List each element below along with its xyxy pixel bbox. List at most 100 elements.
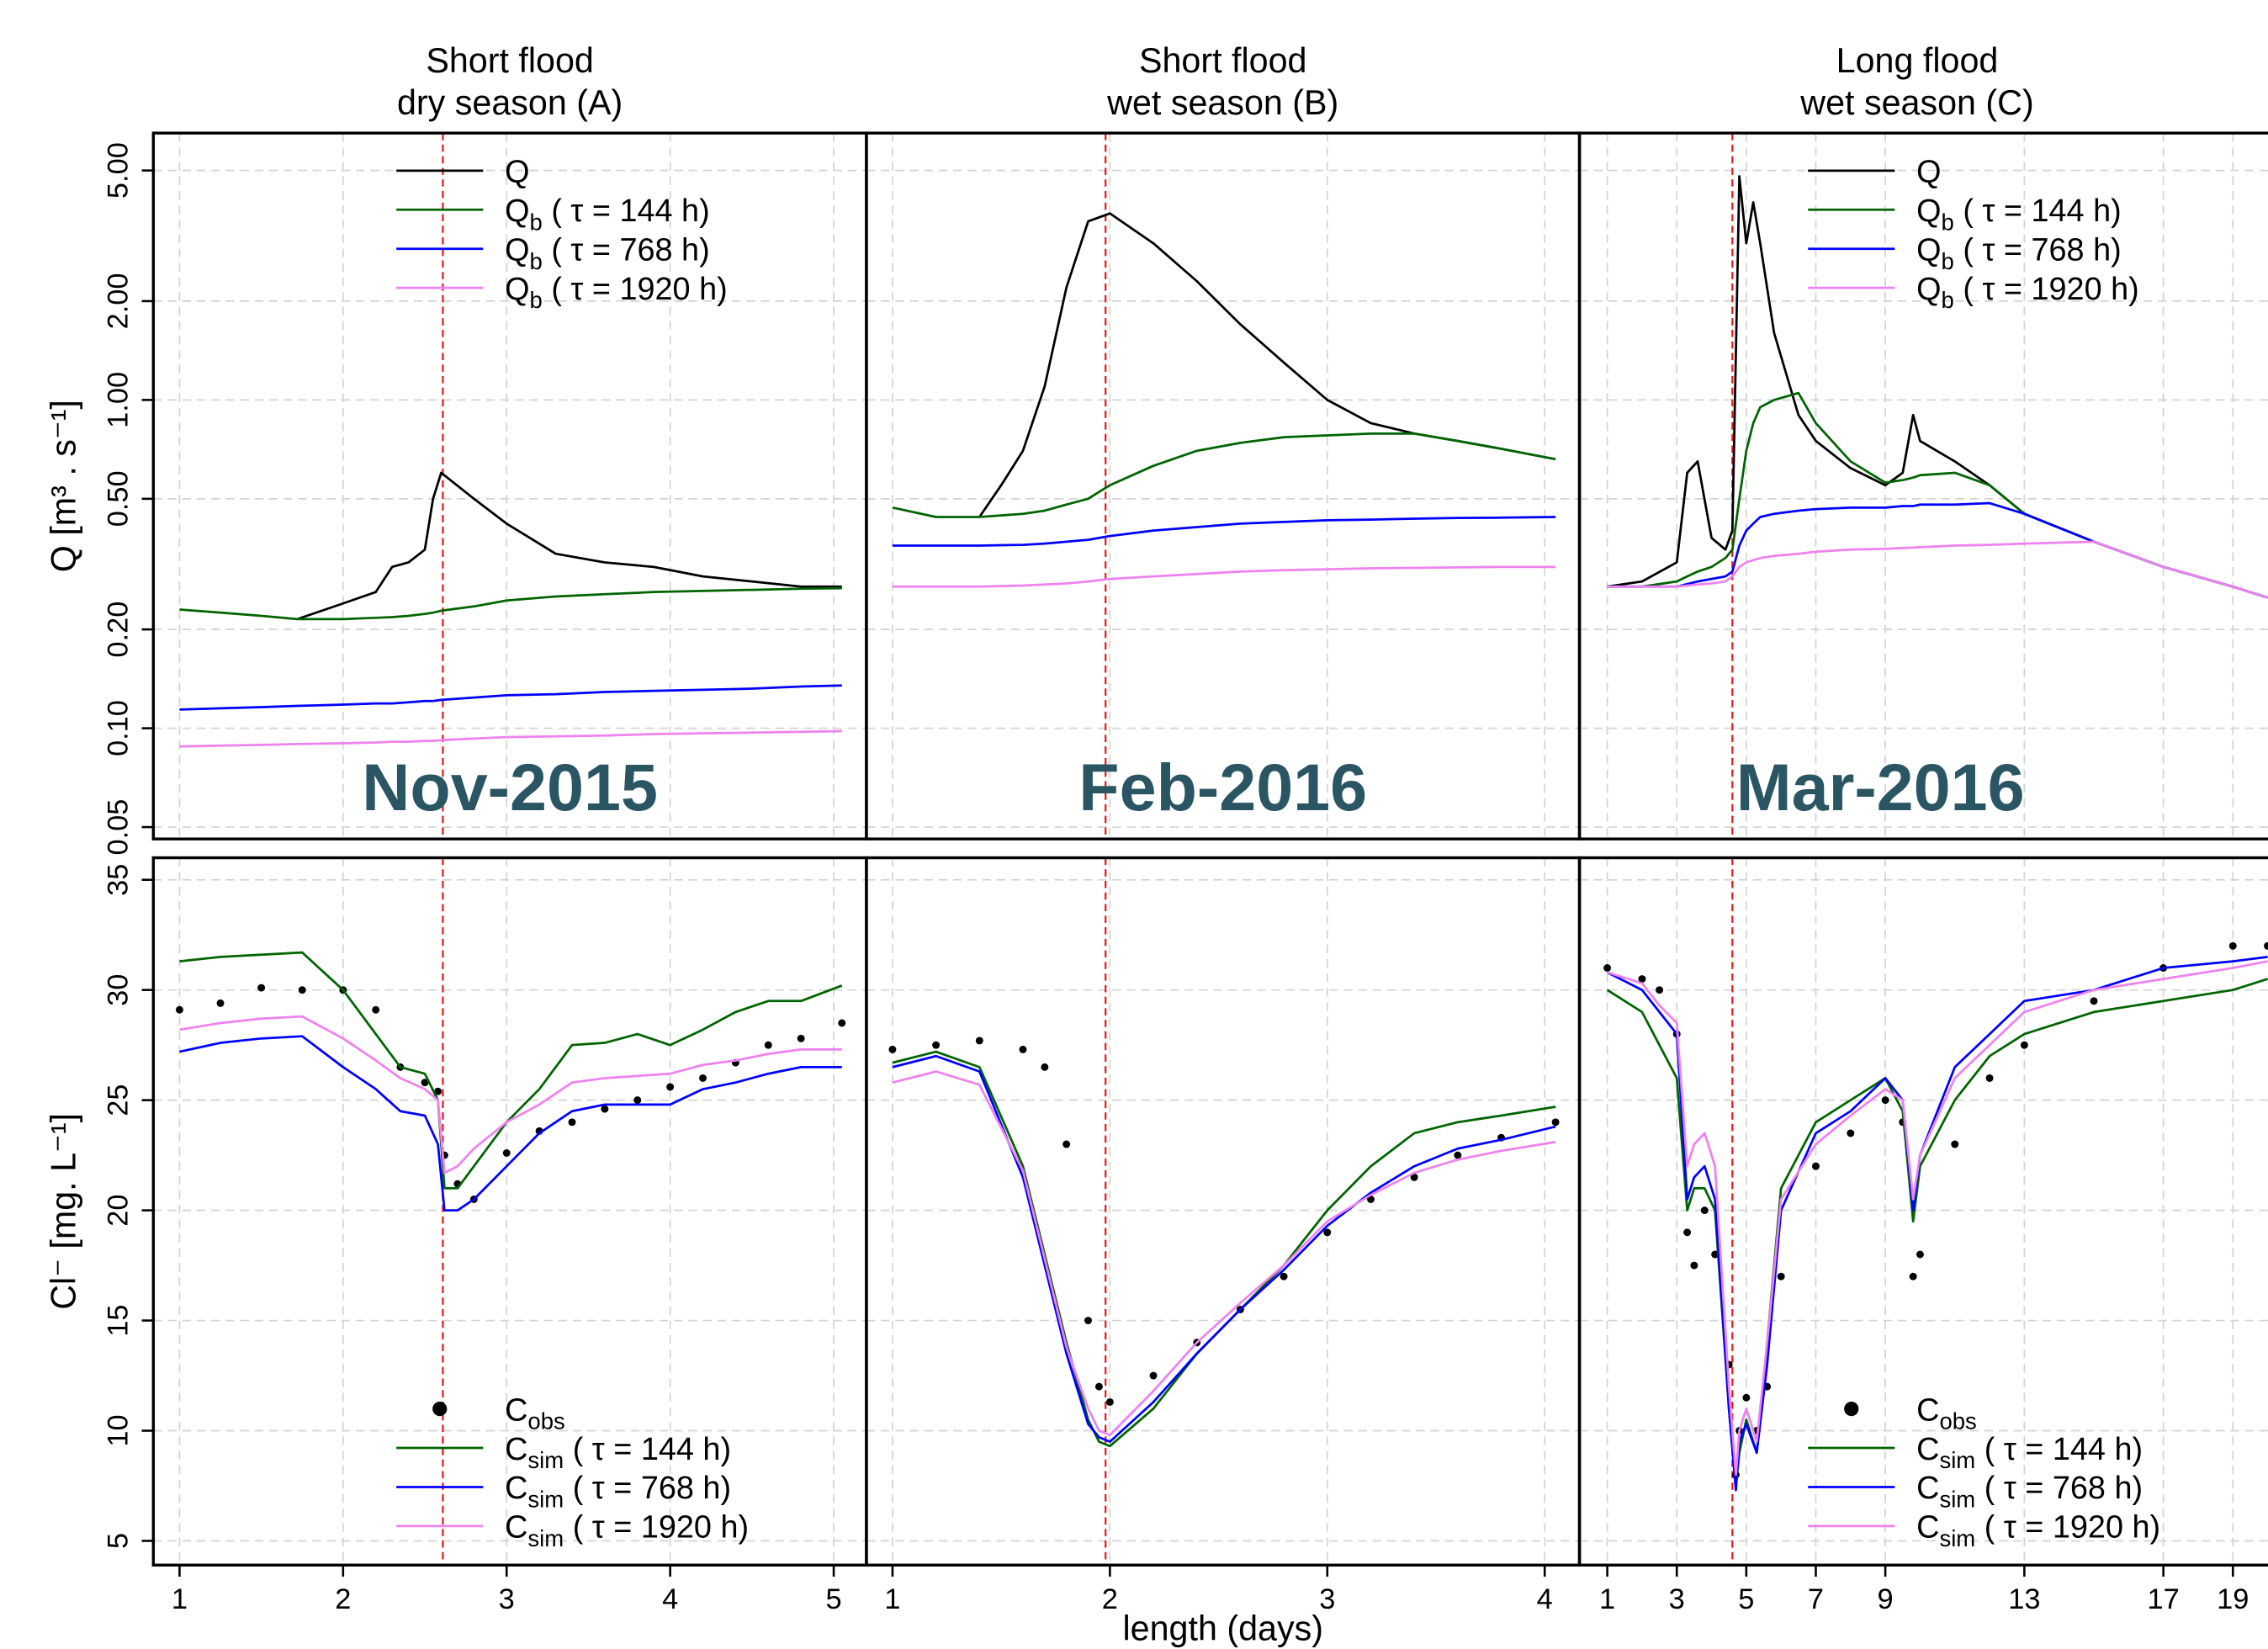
y-axis-label: Cl⁻ [mg. L⁻¹] — [44, 1113, 82, 1310]
x-tick-label: 1 — [172, 1583, 188, 1615]
plot-frame — [1577, 856, 2268, 1567]
legend-label: Csim ( τ = 1920 h) — [505, 1510, 749, 1551]
observation-point — [2090, 997, 2098, 1005]
observation-point — [1742, 1393, 1751, 1402]
y-tick-label: 5.00 — [102, 142, 134, 199]
observation-point — [1985, 1074, 1994, 1082]
observation-point — [1105, 1397, 1114, 1406]
observation-point — [1410, 1173, 1418, 1181]
series-line — [1607, 540, 2268, 599]
observation-point — [372, 1005, 380, 1014]
y-tick-label: 0.20 — [102, 602, 134, 658]
x-tick-label: 3 — [1319, 1583, 1335, 1615]
legend-label: Qb ( τ = 1920 h) — [505, 272, 728, 313]
y-tick-label: 0.10 — [102, 700, 134, 756]
x-tick-label: 1 — [1599, 1583, 1615, 1615]
y-tick-label: 25 — [102, 1084, 134, 1116]
x-tick-label: 5 — [825, 1583, 841, 1615]
observation-point — [1951, 1140, 1959, 1148]
plot-frame — [1577, 131, 2268, 840]
observation-point — [1280, 1272, 1288, 1280]
y-tick-label: 35 — [102, 864, 134, 896]
series-line — [892, 1054, 1556, 1443]
observation-point — [699, 1074, 707, 1082]
x-tick-label: 4 — [1537, 1583, 1553, 1615]
y-tick-label: 2.00 — [102, 273, 134, 329]
legend-label: Q — [505, 155, 529, 190]
observation-point — [1690, 1261, 1698, 1270]
x-tick-label: 2 — [335, 1583, 351, 1615]
observation-point — [633, 1096, 642, 1105]
legend-label: Qb ( τ = 1920 h) — [1916, 272, 2139, 313]
series-line — [892, 565, 1556, 588]
observation-point — [1916, 1250, 1924, 1259]
series-line — [179, 729, 842, 748]
x-tick-label: 13 — [2008, 1583, 2040, 1615]
legend-label: Qb ( τ = 144 h) — [1916, 194, 2122, 235]
observation-point — [1084, 1317, 1092, 1325]
panel-title: Short flood — [426, 41, 594, 80]
observation-point — [502, 1149, 511, 1157]
legend-label: Csim ( τ = 768 h) — [505, 1471, 731, 1512]
observation-point — [257, 984, 266, 992]
legend-marker — [432, 1402, 448, 1417]
legend-label: Csim ( τ = 768 h) — [1916, 1471, 2143, 1512]
panel-annotation: Mar-2016 — [1736, 750, 2025, 824]
panel-subtitle: wet season (B) — [1106, 83, 1338, 122]
observation-point — [434, 1087, 442, 1095]
series-line — [1607, 391, 2268, 599]
x-tick-label: 19 — [2217, 1583, 2249, 1615]
series-line — [296, 471, 842, 621]
series-line — [892, 432, 1556, 518]
observation-point — [1366, 1196, 1375, 1203]
y-tick-label: 30 — [102, 974, 134, 1006]
observation-point — [1041, 1063, 1049, 1071]
series-line — [1606, 956, 2268, 1492]
observation-point — [2228, 941, 2237, 950]
series-line — [892, 516, 1556, 547]
series-line — [179, 1035, 842, 1212]
legend-label: Csim ( τ = 1920 h) — [1916, 1510, 2160, 1551]
observation-point — [1656, 986, 1664, 994]
observation-point — [838, 1019, 846, 1027]
observation-point — [1812, 1162, 1820, 1170]
legend-label: Qb ( τ = 144 h) — [505, 194, 710, 235]
observation-point — [1062, 1140, 1071, 1148]
observation-point — [1323, 1228, 1332, 1237]
series-line — [179, 586, 842, 621]
series-line — [892, 1050, 1556, 1448]
x-tick-label: 2 — [1102, 1583, 1118, 1615]
observation-point — [2020, 1041, 2028, 1049]
y-tick-label: 1.00 — [102, 372, 134, 428]
y-tick-label: 5 — [102, 1533, 134, 1549]
y-tick-label: 20 — [102, 1194, 134, 1226]
x-tick-label: 4 — [662, 1583, 678, 1615]
x-tick-label: 3 — [499, 1583, 515, 1615]
observation-point — [1909, 1272, 1917, 1280]
panel-title: Short flood — [1139, 41, 1307, 80]
observation-point — [1683, 1228, 1692, 1237]
observation-point — [1700, 1206, 1709, 1215]
x-axis-label: length (days) — [1123, 1609, 1323, 1648]
panel-subtitle: dry season (A) — [397, 83, 623, 122]
x-tick-label: 9 — [1878, 1583, 1894, 1615]
observation-point — [666, 1083, 675, 1091]
panel-annotation: Nov-2015 — [362, 750, 658, 824]
observation-point — [888, 1045, 897, 1053]
observation-point — [1094, 1382, 1103, 1391]
observation-point — [601, 1105, 609, 1113]
y-tick-label: 15 — [102, 1304, 134, 1336]
y-axis-label: Q [m³ . s⁻¹] — [44, 400, 82, 572]
panel-title: Long flood — [1836, 41, 1999, 80]
x-tick-label: 5 — [1738, 1583, 1754, 1615]
observation-point — [216, 999, 225, 1007]
series-line — [1607, 960, 2268, 1477]
observation-point — [1847, 1129, 1855, 1137]
observation-point — [298, 986, 306, 994]
observation-point — [1551, 1118, 1560, 1127]
series-line — [892, 1070, 1556, 1437]
legend-label: Cobs — [505, 1392, 565, 1434]
observation-point — [1638, 975, 1646, 984]
observation-point — [1454, 1151, 1462, 1159]
